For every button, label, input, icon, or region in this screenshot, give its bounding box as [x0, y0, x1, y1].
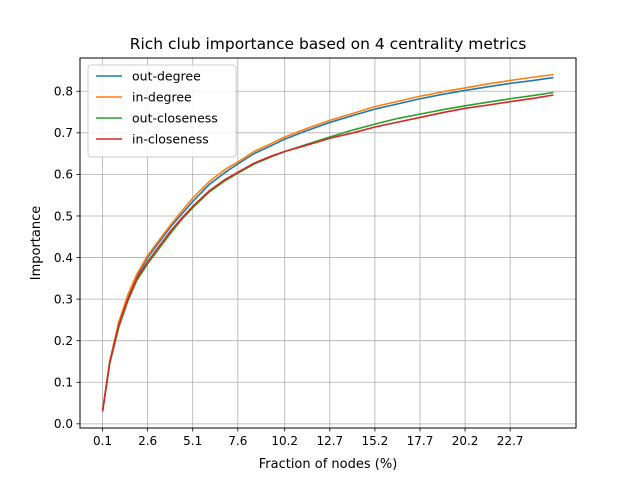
y-tick-label: 0.7: [54, 126, 73, 140]
y-tick-label: 0.3: [54, 292, 73, 306]
x-tick-label: 5.1: [183, 434, 202, 448]
y-tick-label: 0.0: [54, 417, 73, 431]
x-tick-label: 15.2: [362, 434, 389, 448]
legend-label-in-degree: in-degree: [132, 90, 192, 105]
legend-box: [87, 64, 237, 158]
y-axis-label: Importance: [29, 206, 44, 281]
x-tick-label: 20.2: [452, 434, 479, 448]
legend-label-out-degree: out-degree: [132, 69, 201, 84]
y-tick-label: 0.1: [54, 376, 73, 390]
x-tick-label: 17.7: [407, 434, 434, 448]
y-tick-label: 0.8: [54, 85, 73, 99]
legend: out-degree in-degree out-closeness in-close…: [87, 64, 237, 158]
y-tick-label: 0.2: [54, 334, 73, 348]
x-tick-label: 10.2: [271, 434, 298, 448]
legend-label-out-closeness: out-closeness: [132, 111, 218, 126]
series-layer: [101, 73, 554, 412]
y-tick-label: 0.4: [54, 251, 73, 265]
y-tick-label: 0.5: [54, 209, 73, 223]
x-tick-label: 12.7: [316, 434, 343, 448]
tick-layer: 0.1 2.6 5.1 7.6 10.2 12.7 15.2 17.7 20.2 22.7 0.0 0…: [54, 85, 524, 448]
plot-frame: [79, 57, 577, 429]
y-tick-label: 0.6: [54, 168, 73, 182]
series-line-in-degree: [101, 73, 554, 412]
series-line-in-closeness: [101, 94, 554, 412]
series-line-out-degree: [101, 76, 554, 412]
x-tick-label: 7.6: [228, 434, 247, 448]
legend-label-in-closeness: in-closeness: [132, 132, 209, 147]
x-axis-label: Fraction of nodes (%): [259, 457, 398, 472]
x-tick-label: 22.7: [497, 434, 524, 448]
x-tick-label: 0.1: [93, 434, 112, 448]
x-tick-label: 2.6: [138, 434, 157, 448]
chart-title: Rich club importance based on 4 centrali…: [130, 35, 527, 53]
